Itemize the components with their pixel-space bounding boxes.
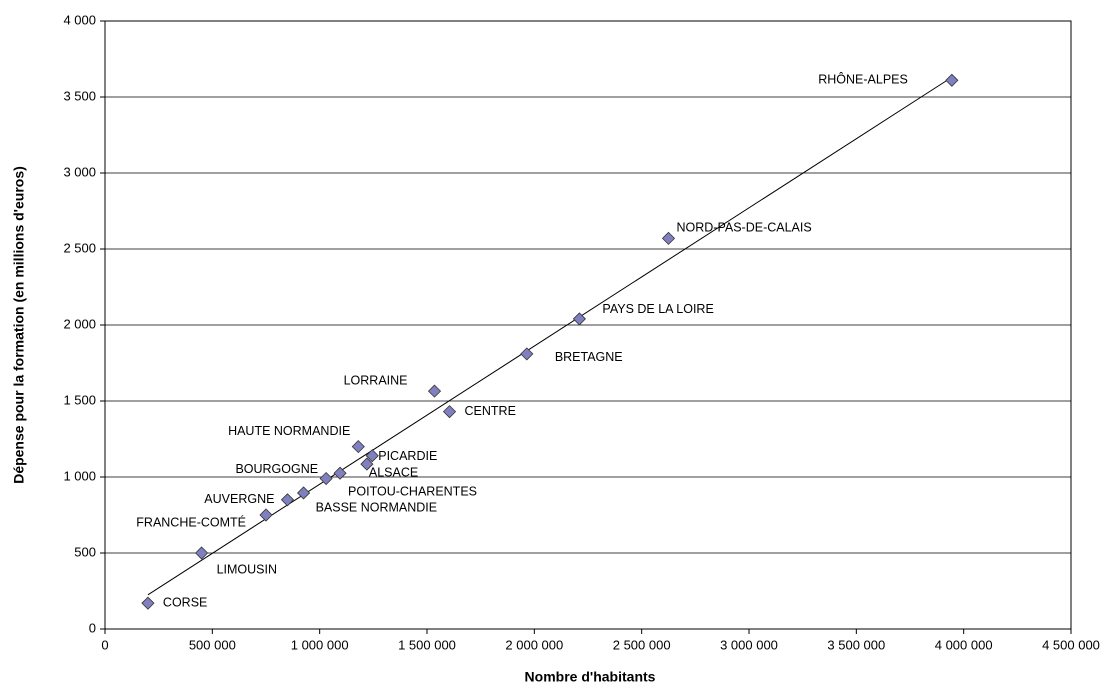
x-tick-label: 0 bbox=[101, 637, 108, 652]
point-label: CORSE bbox=[163, 595, 207, 609]
point bbox=[195, 546, 209, 560]
x-axis-title: Nombre d'habitants bbox=[525, 669, 656, 685]
x-tick-label: 4 500 000 bbox=[1042, 637, 1100, 652]
point-label: BRETAGNE bbox=[555, 350, 623, 364]
point bbox=[141, 596, 155, 610]
x-tick-label: 3 500 000 bbox=[827, 637, 885, 652]
x-tick-label: 4 000 000 bbox=[935, 637, 993, 652]
point-label: ALSACE bbox=[369, 465, 418, 479]
point-label: PAYS DE LA LOIRE bbox=[602, 302, 713, 316]
point-label: BOURGOGNE bbox=[235, 462, 318, 476]
y-tick-label: 1 000 bbox=[63, 468, 96, 483]
y-tick-label: 4 000 bbox=[63, 12, 96, 27]
point-label: POITOU-CHARENTES bbox=[348, 484, 477, 498]
y-tick-label: 2 500 bbox=[63, 240, 96, 255]
point bbox=[259, 508, 273, 522]
y-tick-label: 0 bbox=[89, 620, 96, 635]
y-tick-label: 1 500 bbox=[63, 392, 96, 407]
point bbox=[365, 449, 379, 463]
point bbox=[572, 312, 586, 326]
y-tick-label: 3 000 bbox=[63, 164, 96, 179]
y-axis-title: Dépense pour la formation (en millions d… bbox=[11, 166, 27, 484]
point-label: LORRAINE bbox=[344, 373, 408, 387]
y-tick-label: 2 000 bbox=[63, 316, 96, 331]
point-label: RHÔNE-ALPES bbox=[818, 72, 908, 87]
x-tick-label: 2 500 000 bbox=[613, 637, 671, 652]
point bbox=[319, 471, 333, 486]
point-label: FRANCHE-COMTÉ bbox=[136, 514, 246, 529]
point bbox=[360, 457, 374, 471]
y-tick-label: 3 500 bbox=[63, 88, 96, 103]
point bbox=[280, 493, 295, 507]
x-tick-label: 2 000 000 bbox=[505, 637, 563, 652]
point bbox=[333, 466, 347, 480]
point bbox=[427, 384, 442, 398]
point-label: PICARDIE bbox=[378, 449, 437, 463]
x-tick-label: 3 000 000 bbox=[720, 637, 778, 652]
point bbox=[945, 73, 959, 87]
point bbox=[351, 440, 365, 454]
point bbox=[297, 486, 311, 500]
point-label: NORD-PAS-DE-CALAIS bbox=[677, 221, 812, 235]
y-tick-label: 500 bbox=[74, 544, 96, 559]
point-label: AUVERGNE bbox=[204, 492, 274, 506]
point bbox=[661, 231, 676, 245]
point-label: HAUTE NORMANDIE bbox=[228, 424, 350, 438]
point bbox=[442, 405, 457, 419]
point bbox=[520, 347, 534, 361]
point-label: LIMOUSIN bbox=[217, 562, 277, 576]
trend-line bbox=[147, 76, 953, 596]
x-tick-label: 1 500 000 bbox=[398, 637, 456, 652]
point-label: CENTRE bbox=[465, 404, 516, 418]
x-tick-label: 1 000 000 bbox=[291, 637, 349, 652]
point-label: BASSE NORMANDIE bbox=[316, 500, 438, 514]
plot-border bbox=[104, 20, 1072, 630]
x-tick-label: 500 000 bbox=[189, 637, 236, 652]
